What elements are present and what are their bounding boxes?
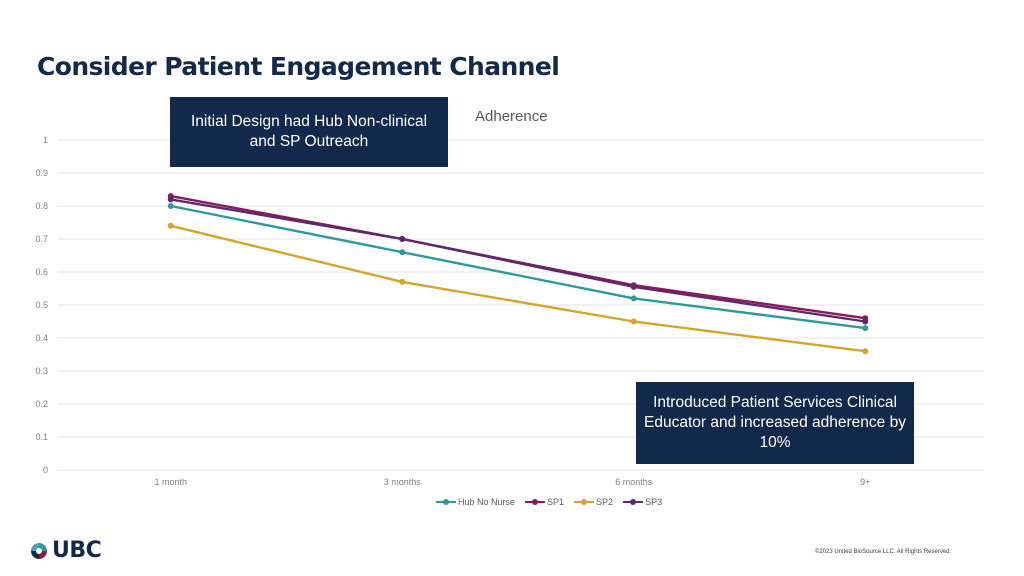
y-tick-label: 0.1 xyxy=(35,432,48,442)
data-point-hub-no-nurse xyxy=(399,249,406,256)
x-tick-label: 9+ xyxy=(860,477,870,487)
series-hub-no-nurse xyxy=(167,203,869,332)
copyright-notice: ©2023 United BioSource LLC. All Rights R… xyxy=(815,549,952,555)
y-tick-label: 0.6 xyxy=(35,267,48,277)
ubc-logo: UBC xyxy=(29,538,102,563)
data-point-sp3 xyxy=(630,283,637,290)
series-sp3 xyxy=(167,196,869,325)
y-tick-label: 0.2 xyxy=(35,399,48,409)
data-point-sp2 xyxy=(630,318,637,325)
legend-item-sp2: SP2 xyxy=(574,497,613,507)
y-tick-label: 0 xyxy=(43,465,48,475)
slide-title: Consider Patient Engagement Channel xyxy=(37,52,560,81)
data-point-hub-no-nurse xyxy=(630,295,637,302)
data-point-hub-no-nurse xyxy=(862,325,869,332)
legend-swatch-sp1 xyxy=(525,499,546,505)
x-tick-label: 3 months xyxy=(384,477,422,487)
series-group xyxy=(167,193,869,355)
callout-clinical-educator: Introduced Patient Services Clinical Edu… xyxy=(636,382,914,464)
series-line-sp3 xyxy=(170,198,866,323)
legend-swatch-sp3 xyxy=(623,499,644,505)
y-tick-label: 0.9 xyxy=(35,168,48,178)
data-point-sp2 xyxy=(862,348,869,355)
x-tick-label: 1 month xyxy=(154,477,187,487)
legend-swatch-sp2 xyxy=(574,499,595,505)
ubc-swirl-icon xyxy=(31,542,47,559)
series-line-sp2 xyxy=(170,224,866,353)
x-axis-ticks: 1 month 3 months 6 months 9+ xyxy=(154,477,870,487)
data-point-sp2 xyxy=(399,278,406,285)
y-tick-label: 0.7 xyxy=(35,234,48,244)
x-tick-label: 6 months xyxy=(615,477,653,487)
series-sp2 xyxy=(167,222,869,355)
data-point-sp3 xyxy=(167,196,174,203)
y-tick-label: 1 xyxy=(43,135,48,145)
legend-label: SP2 xyxy=(596,497,614,507)
legend-item-hub-no-nurse: Hub No Nurse xyxy=(436,497,515,507)
data-point-hub-no-nurse xyxy=(167,203,174,209)
data-point-sp2 xyxy=(167,222,174,229)
series-line-sp1 xyxy=(170,194,866,320)
legend-label: Hub No Nurse xyxy=(458,497,516,507)
y-axis-ticks: 0 0.1 0.2 0.3 0.4 0.5 0.6 0.7 0.8 0.9 1 xyxy=(35,135,48,475)
data-point-sp3 xyxy=(862,318,869,325)
series-line-hub-no-nurse xyxy=(170,204,866,330)
y-tick-label: 0.4 xyxy=(35,333,48,343)
y-tick-label: 0.5 xyxy=(35,300,48,310)
y-tick-label: 0.8 xyxy=(35,201,48,211)
legend-item-sp3: SP3 xyxy=(623,497,662,507)
legend-item-sp1: SP1 xyxy=(525,497,564,507)
logo-text: UBC xyxy=(52,538,102,563)
chart-title: Adherence xyxy=(475,108,548,125)
y-tick-label: 0.3 xyxy=(35,366,48,376)
legend-label: SP1 xyxy=(547,497,565,507)
data-point-sp3 xyxy=(399,236,406,242)
callout-initial-design: Initial Design had Hub Non-clinical and … xyxy=(170,97,448,167)
legend-label: SP3 xyxy=(645,497,663,507)
chart-legend: Hub No Nurse SP1 SP2 SP3 xyxy=(436,497,662,507)
legend-swatch-hub-no-nurse xyxy=(436,499,456,505)
